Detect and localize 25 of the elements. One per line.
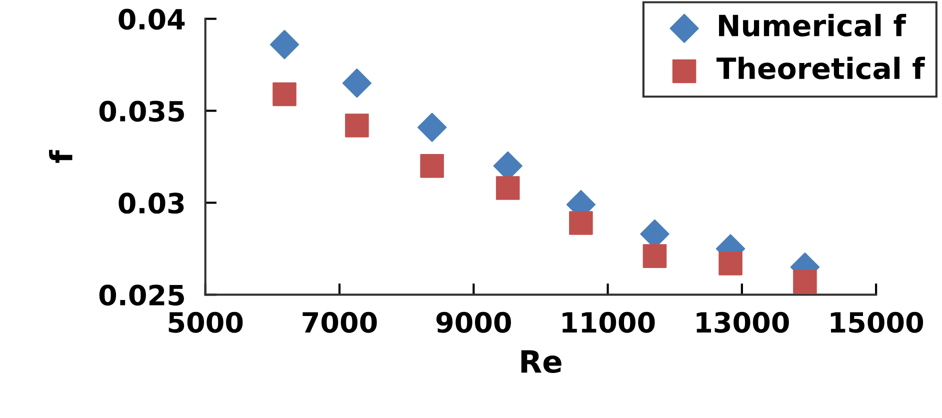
y-tick-label: 0.035: [99, 100, 184, 122]
x-tick-label: 5000: [168, 312, 243, 333]
point: [417, 112, 447, 142]
point: [793, 270, 817, 294]
y-tick-label: 0.03: [118, 192, 184, 214]
y-axis-title: f: [49, 150, 72, 163]
point: [642, 244, 667, 268]
point: [345, 114, 369, 138]
point: [420, 154, 444, 178]
x-tick-label: 7000: [302, 312, 377, 333]
point: [569, 211, 593, 235]
point: [272, 82, 296, 106]
point: [718, 252, 742, 276]
x-axis-title: Re: [521, 350, 562, 374]
point: [342, 68, 372, 98]
x-tick-label: 13000: [696, 312, 789, 333]
legend-label: Numerical f: [719, 14, 906, 36]
y-tick-label: 0.04: [118, 8, 185, 30]
x-tick-label: 11000: [562, 312, 655, 333]
x-tick-label: 9000: [436, 312, 511, 333]
point: [270, 30, 300, 60]
y-tick-label: 0.025: [99, 284, 184, 306]
legend-label: Theoretical f: [716, 56, 926, 80]
x-tick-label: 15000: [830, 312, 924, 333]
point: [496, 176, 520, 200]
